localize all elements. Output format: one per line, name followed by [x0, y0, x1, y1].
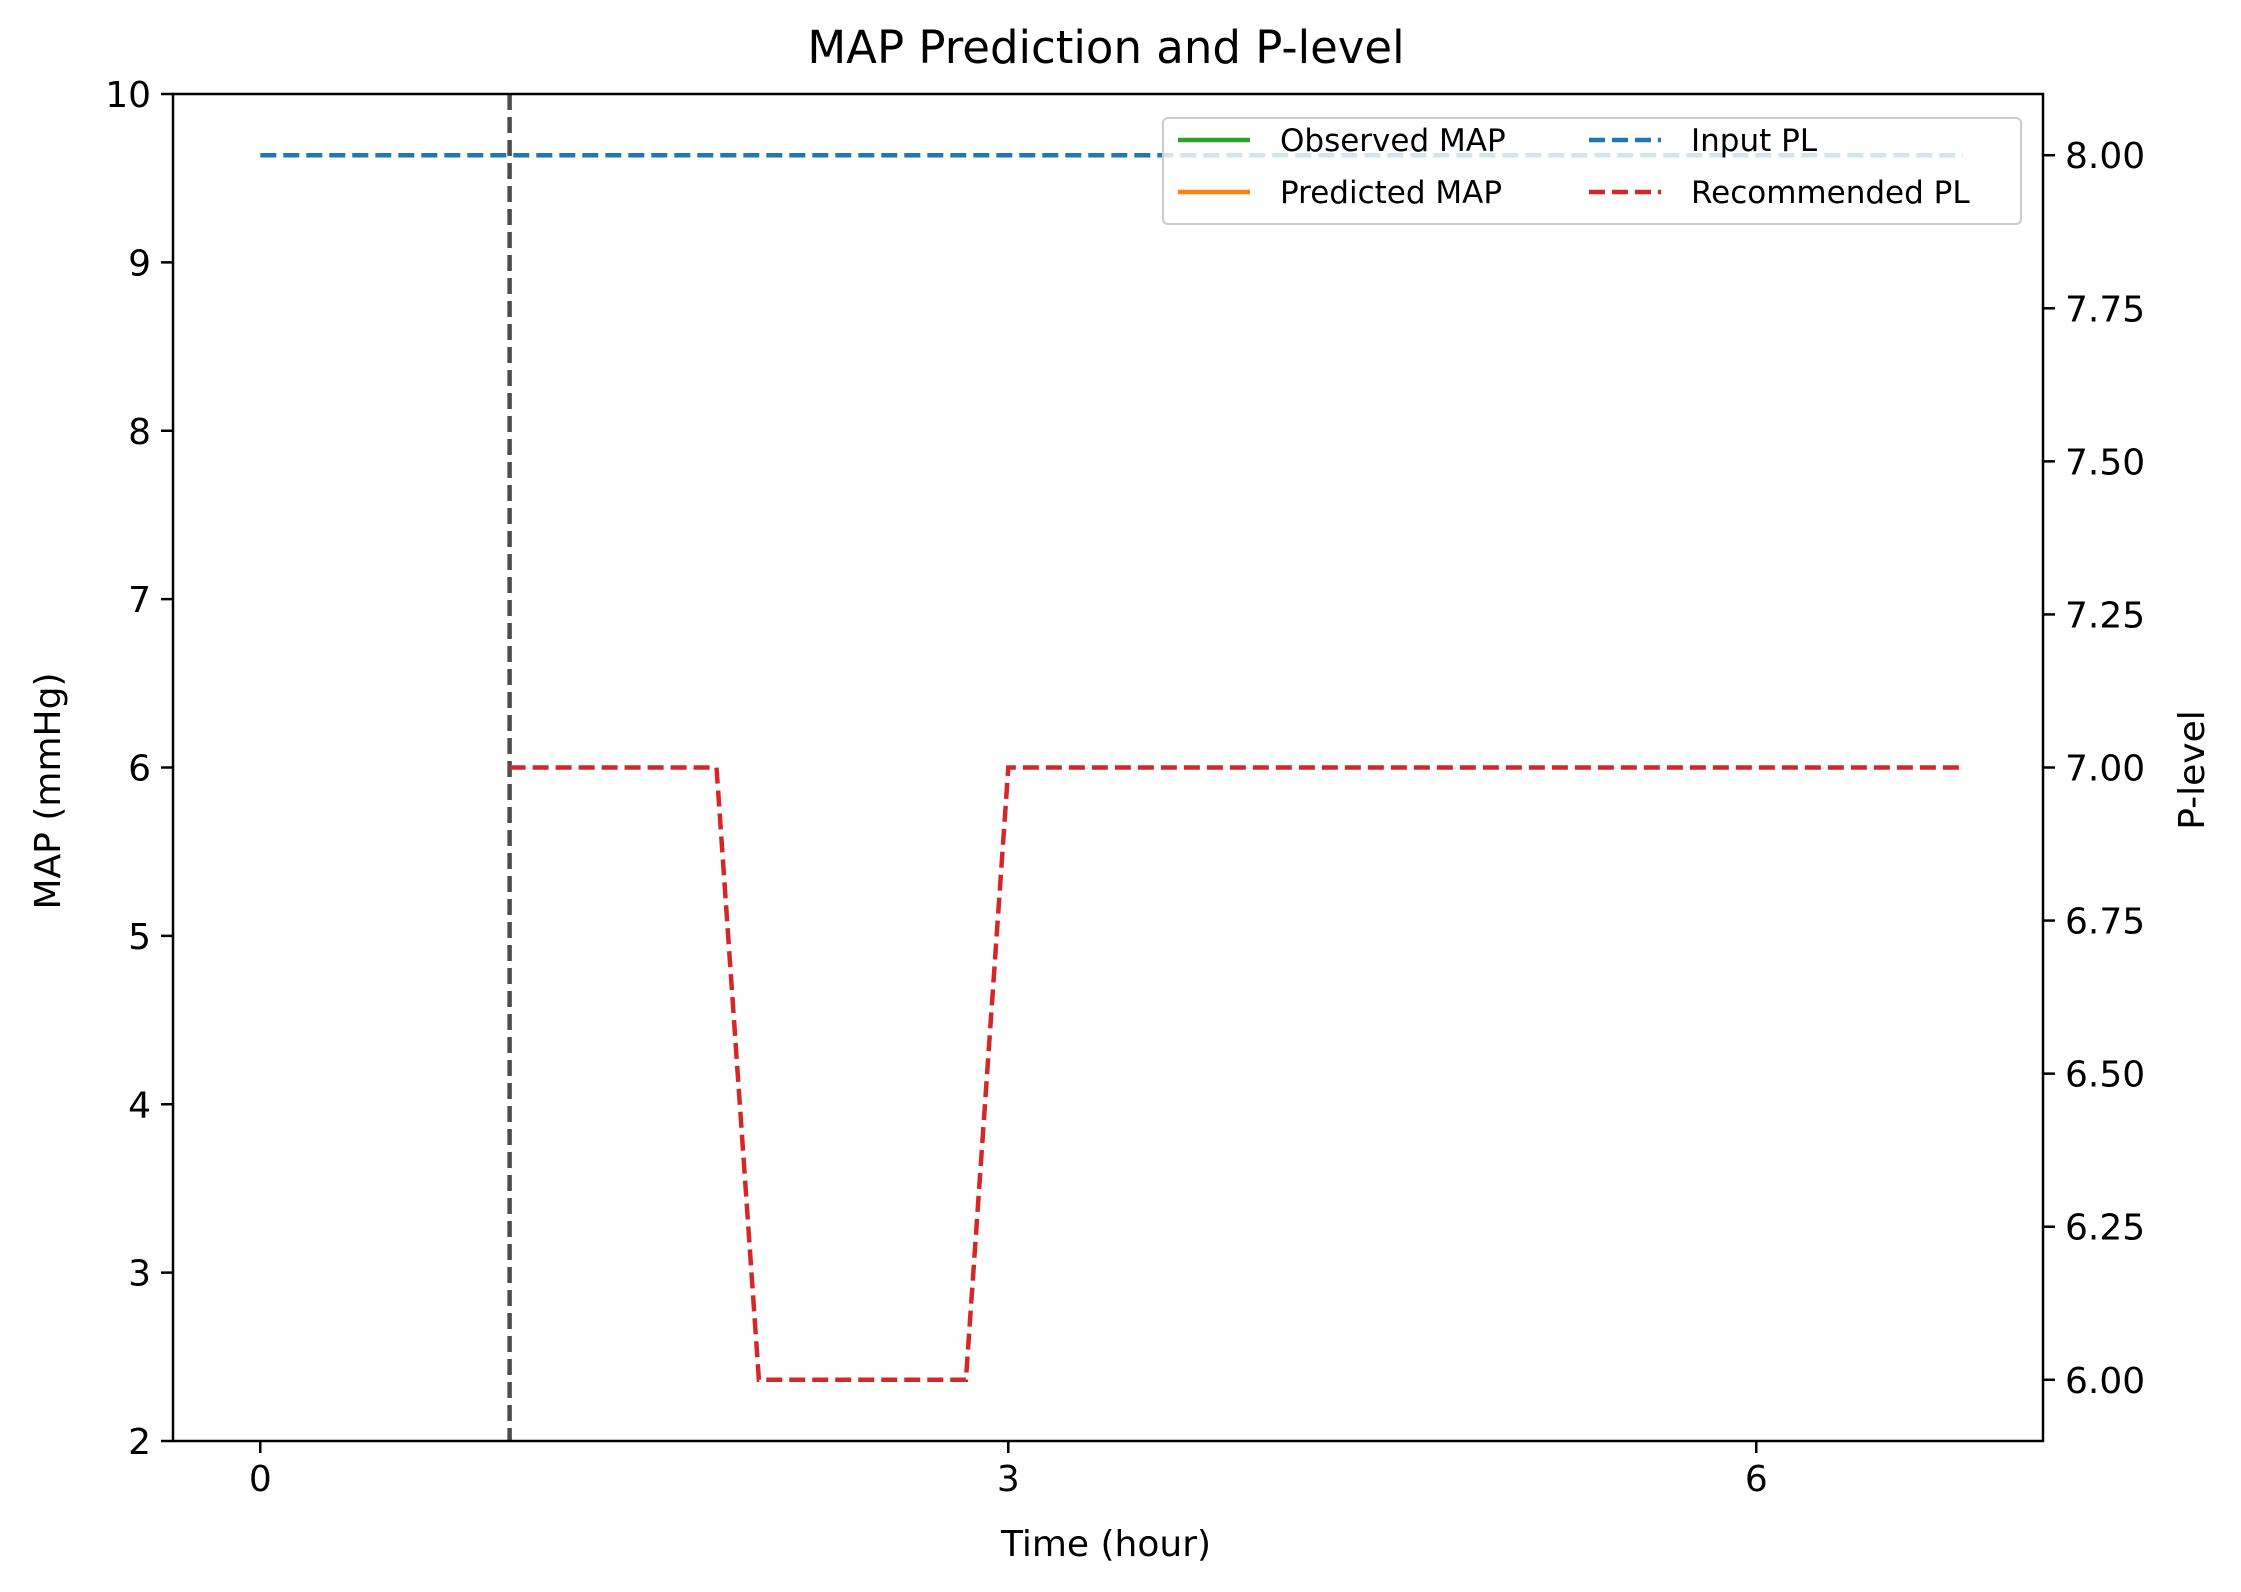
y2-axis-label: P-level	[2172, 710, 2213, 830]
series-line-4	[509, 765, 1964, 1383]
y-tick-label: 2	[128, 1422, 151, 1463]
y2-tick-label: 7.75	[2065, 289, 2145, 330]
y-tick-label: 9	[128, 243, 151, 284]
y-tick-label: 6	[128, 749, 151, 790]
y-tick-label: 10	[105, 75, 151, 116]
y-tick-label: 4	[128, 1085, 151, 1126]
plot-area	[260, 94, 1964, 1441]
x-tick-label: 0	[249, 1459, 272, 1500]
legend: Observed MAP Predicted MAP Input PL Recomme…	[1162, 117, 2022, 225]
y-tick-label: 3	[128, 1254, 151, 1295]
y2-tick-label: 7.50	[2065, 442, 2145, 483]
y-axis-label: MAP (mmHg)	[28, 673, 69, 910]
y2-tick-label: 6.50	[2065, 1055, 2145, 1096]
y-tick-label: 7	[128, 580, 151, 621]
y-tick-label: 5	[128, 917, 151, 958]
axes: 0 3 6 2 3 4 5 6 7 8 9 10 6.00 6.25 6.50 6.75 7.00 7.25 7.5…	[105, 75, 2145, 1500]
y2-tick-label: 6.00	[2065, 1361, 2145, 1402]
y2-tick-label: 7.25	[2065, 595, 2145, 636]
x-tick-label: 3	[997, 1459, 1020, 1500]
y2-tick-label: 6.75	[2065, 902, 2145, 943]
y2-tick-label: 7.00	[2065, 749, 2145, 790]
y2-tick-label: 8.00	[2065, 136, 2145, 177]
x-axis-label: Time (hour)	[1000, 1524, 1211, 1565]
chart-title: MAP Prediction and P-level	[807, 21, 1404, 74]
y2-tick-label: 6.25	[2065, 1208, 2145, 1249]
legend-label-2: Predicted MAP	[1280, 175, 1502, 211]
x-tick-label: 6	[1745, 1459, 1768, 1500]
y-tick-label: 8	[128, 412, 151, 453]
legend-label-1: Observed MAP	[1280, 123, 1506, 159]
legend-box	[1162, 117, 2022, 225]
legend-label-4: Recommended PL	[1691, 175, 1970, 211]
legend-label-3: Input PL	[1691, 123, 1818, 159]
